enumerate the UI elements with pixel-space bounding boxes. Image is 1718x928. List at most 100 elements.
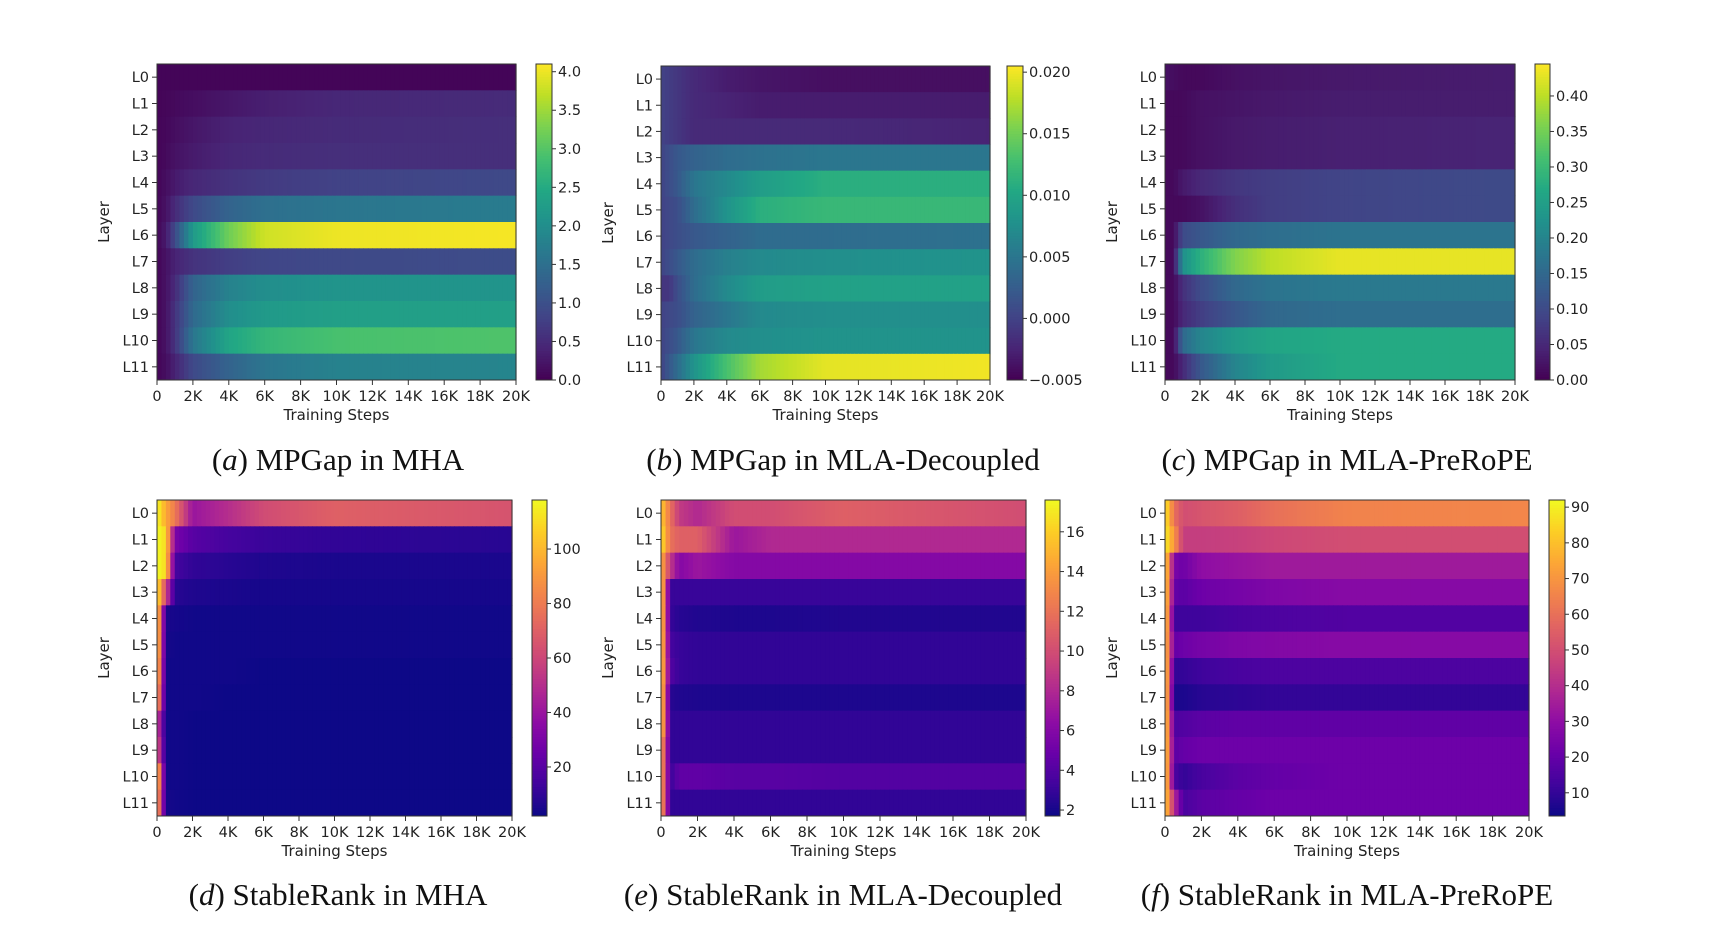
- heatmap-cell: [1506, 353, 1512, 381]
- heatmap-cell: [756, 579, 762, 606]
- heatmap-cell: [1348, 143, 1354, 170]
- heatmap-cell: [1217, 274, 1223, 302]
- heatmap-cell: [1418, 90, 1424, 118]
- heatmap-cell: [349, 353, 356, 381]
- colorbar-swatch: [1007, 154, 1023, 159]
- colorbar-swatch: [1535, 303, 1550, 307]
- heatmap-cell: [1261, 90, 1267, 118]
- heatmap-cell: [409, 526, 415, 554]
- heatmap-cell: [948, 353, 954, 381]
- colorbar-swatch: [1007, 188, 1023, 193]
- heatmap-cell: [197, 169, 203, 197]
- heatmap-cell: [196, 500, 202, 527]
- heatmap-cell: [726, 223, 732, 250]
- heatmap-cell: [405, 631, 411, 659]
- heatmap-cell: [170, 789, 176, 817]
- heatmap-cell: [296, 195, 302, 223]
- heatmap-cell: [962, 500, 968, 527]
- heatmap-cell: [735, 301, 740, 329]
- heatmap-cell: [401, 552, 407, 580]
- heatmap-cell: [698, 327, 703, 355]
- heatmap-cell: [952, 353, 958, 381]
- heatmap-cell: [179, 710, 185, 738]
- heatmap-cell: [273, 248, 279, 276]
- heatmap-cell: [1322, 64, 1328, 91]
- heatmap-cell: [924, 327, 929, 355]
- heatmap-cell: [804, 301, 810, 329]
- heatmap-cell: [1252, 116, 1258, 144]
- heatmap-cell: [1357, 222, 1363, 249]
- heatmap-cell: [916, 552, 922, 580]
- heatmap-cell: [374, 500, 380, 527]
- heatmap-cell: [693, 144, 699, 172]
- x-tick-label: 16K: [430, 389, 458, 405]
- heatmap-cell: [245, 552, 251, 580]
- heatmap-cell: [985, 301, 991, 329]
- heatmap-cell: [436, 789, 442, 817]
- heatmap-cell: [394, 64, 400, 91]
- heatmap-cell: [952, 92, 958, 119]
- colorbar-frame: [1006, 65, 1024, 381]
- heatmap-cell: [403, 274, 409, 302]
- heatmap-cell: [432, 552, 438, 580]
- heatmap-cell: [862, 170, 868, 198]
- heatmap-cell: [476, 789, 482, 817]
- heatmap-cell: [895, 223, 901, 250]
- colorbar-swatch: [532, 660, 547, 664]
- heatmap-cell: [296, 327, 302, 355]
- heatmap-cell: [448, 64, 454, 91]
- heatmap-cell: [494, 500, 500, 527]
- heatmap-cell: [887, 249, 892, 276]
- heatmap-cell: [825, 327, 831, 355]
- heatmap-cell: [430, 64, 436, 91]
- heatmap-cell: [432, 658, 438, 685]
- colorbar-swatch: [1007, 84, 1023, 88]
- heatmap-cell: [161, 526, 167, 554]
- heatmap-cell: [170, 605, 176, 633]
- heatmap-cell: [435, 169, 441, 197]
- colorbar-swatch: [536, 135, 552, 139]
- heatmap-cell: [893, 526, 899, 554]
- heatmap-cell: [423, 605, 429, 633]
- x-tick-label: 0: [152, 389, 161, 405]
- heatmap-cell: [776, 144, 781, 172]
- heatmap-cell: [291, 90, 297, 118]
- heatmap-cell: [430, 143, 436, 170]
- heatmap-cell: [376, 64, 382, 91]
- heatmap-cell: [224, 274, 230, 302]
- heatmap-cell: [484, 248, 490, 276]
- heatmap-cell: [376, 327, 382, 355]
- heatmap-cell: [426, 195, 432, 223]
- heatmap-cell: [759, 249, 765, 276]
- heatmap-cell: [219, 169, 225, 197]
- colorbar-swatch: [532, 647, 547, 651]
- heatmap-cell: [702, 301, 707, 329]
- heatmap-cell: [1191, 116, 1197, 144]
- colorbar-swatch: [536, 124, 552, 128]
- heatmap-cell: [800, 92, 806, 119]
- heatmap-cell: [1344, 301, 1350, 328]
- heatmap-cell: [165, 737, 171, 764]
- colorbar-swatch: [536, 222, 552, 226]
- heatmap-cell: [332, 169, 338, 197]
- heatmap-cell: [318, 90, 324, 118]
- heatmap-cell: [887, 327, 892, 355]
- heatmap-cell: [780, 249, 785, 276]
- heatmap-cell: [928, 144, 934, 172]
- heatmap-cell: [303, 684, 309, 712]
- heatmap-cell: [788, 92, 794, 119]
- heatmap-cell: [726, 196, 732, 224]
- heatmap-cell: [358, 169, 365, 197]
- heatmap-cell: [349, 301, 356, 328]
- heatmap-cell: [743, 500, 749, 527]
- colorbar-swatch: [532, 607, 547, 612]
- heatmap-cell: [260, 222, 266, 249]
- heatmap-cell: [336, 301, 342, 328]
- heatmap-cell: [1248, 222, 1254, 249]
- heatmap-cell: [1318, 248, 1324, 276]
- heatmap-cell: [1445, 248, 1450, 276]
- heatmap-cell: [1169, 90, 1175, 118]
- heatmap-cell: [661, 144, 666, 172]
- heatmap-cell: [445, 631, 451, 659]
- heatmap-cell: [1348, 169, 1354, 197]
